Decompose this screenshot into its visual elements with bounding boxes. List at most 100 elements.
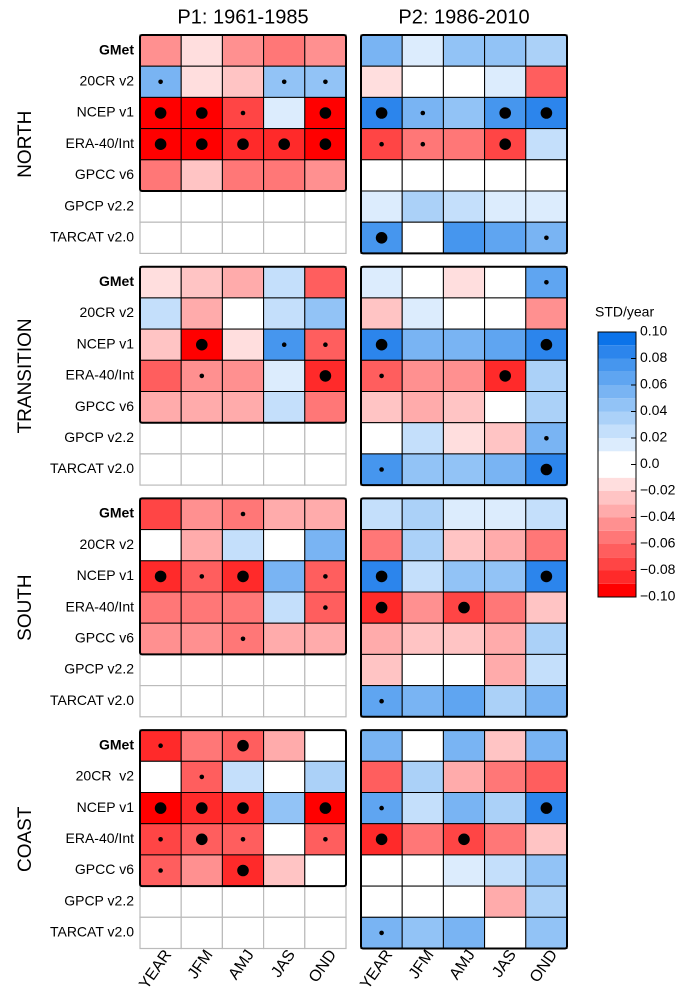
significance-dot: [196, 107, 208, 119]
colorbar-tick-label: 0.04: [640, 402, 667, 418]
colorbar-tick-label: 0.02: [640, 429, 667, 445]
empty-cell: [139, 221, 182, 254]
dataset-label: ERA-40/Int: [66, 830, 135, 846]
cell: [221, 266, 265, 299]
cell: [180, 854, 223, 887]
dataset-label: GPCC v6: [75, 398, 134, 414]
cell: [442, 529, 486, 562]
significance-dot: [281, 79, 287, 85]
empty-cell: [304, 221, 347, 254]
cell: [263, 560, 306, 593]
significance-dot: [237, 739, 249, 752]
cell: [525, 297, 568, 330]
cell: [401, 685, 444, 718]
cell: [263, 529, 306, 562]
cell: [401, 297, 444, 330]
colorbar-bin: [598, 385, 636, 399]
colorbar-bin: [598, 583, 636, 597]
significance-dot: [237, 138, 249, 150]
cell: [401, 159, 444, 192]
cell: [401, 529, 444, 562]
cell: [221, 65, 265, 98]
cell: [401, 266, 444, 299]
empty-cell: [304, 453, 347, 486]
cell: [360, 854, 403, 887]
empty-cell: [139, 653, 182, 687]
cell: [401, 854, 444, 887]
colorbar-bin: [598, 398, 636, 412]
cell: [484, 391, 527, 424]
dataset-label: NCEP v1: [77, 104, 135, 120]
cell: [221, 359, 265, 392]
cell: [484, 453, 527, 486]
cell: [360, 622, 403, 655]
cell: [484, 529, 527, 562]
significance-dot: [240, 110, 246, 116]
significance-dot: [154, 802, 167, 814]
cell: [221, 591, 265, 624]
significance-dot: [379, 698, 384, 704]
empty-cell: [304, 684, 347, 718]
cell: [304, 34, 347, 67]
cell: [401, 560, 444, 593]
season-label: JAS: [489, 947, 520, 981]
cell: [304, 497, 347, 531]
significance-dot: [458, 833, 470, 846]
cell: [304, 729, 347, 762]
cell: [525, 653, 568, 687]
significance-dot: [158, 79, 163, 85]
cell: [484, 653, 527, 687]
cell: [401, 823, 444, 856]
cell: [442, 422, 486, 455]
significance-dot: [544, 280, 549, 285]
cell: [525, 591, 568, 624]
cell: [263, 159, 306, 192]
cell: [525, 729, 568, 762]
cell: [304, 159, 347, 192]
dataset-label: ERA-40/Int: [66, 135, 135, 151]
colorbar-bin: [598, 530, 636, 544]
cell: [442, 65, 486, 98]
cell: [484, 266, 527, 299]
cell: [221, 391, 265, 424]
empty-cell: [304, 422, 347, 455]
panel-border: [360, 265, 568, 487]
season-label: YEAR: [136, 947, 175, 992]
cell: [180, 65, 223, 98]
significance-dot: [499, 107, 512, 119]
cell: [304, 622, 347, 655]
significance-dot: [237, 570, 249, 583]
empty-cell: [263, 653, 306, 687]
colorbar-bin: [598, 544, 636, 558]
dataset-label: GPCC v6: [75, 861, 134, 877]
cell: [442, 453, 486, 486]
colorbar-bin: [598, 517, 636, 531]
dataset-label: NCEP v1: [77, 335, 135, 351]
dataset-label: GPCC v6: [75, 630, 134, 646]
significance-dot: [154, 107, 167, 119]
cell: [139, 391, 182, 424]
cell: [263, 622, 306, 655]
cell: [484, 916, 527, 949]
cell: [263, 760, 306, 793]
empty-cell: [263, 453, 306, 486]
cell: [360, 159, 403, 192]
cell: [263, 96, 306, 130]
significance-dot: [544, 436, 549, 441]
empty-cell: [221, 221, 265, 254]
cell: [221, 34, 265, 67]
cell: [484, 792, 527, 825]
cell: [360, 34, 403, 67]
significance-dot: [240, 511, 246, 517]
cell: [442, 854, 486, 887]
cell: [484, 221, 527, 254]
cell: [360, 729, 403, 762]
empty-cell: [304, 190, 347, 223]
cell: [360, 266, 403, 299]
empty-cell: [180, 221, 223, 254]
significance-dot: [199, 574, 205, 579]
panel-border: [360, 34, 568, 255]
empty-cell: [180, 453, 223, 486]
dataset-label: GMet: [99, 41, 134, 57]
cell: [139, 760, 182, 793]
